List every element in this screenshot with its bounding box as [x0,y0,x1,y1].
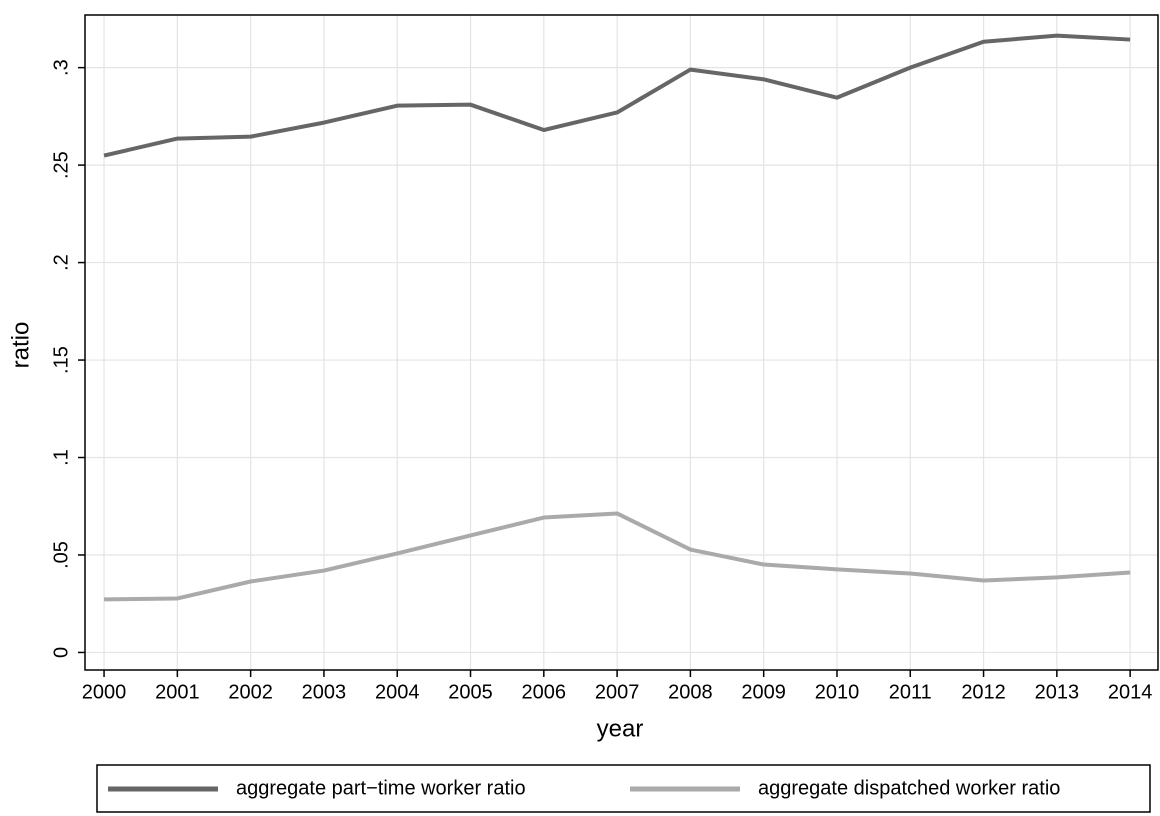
x-tick-label: 2006 [522,681,567,703]
y-tick-label: .25 [50,151,72,179]
x-tick-label: 2003 [302,681,347,703]
x-tick-label: 2008 [668,681,713,703]
legend-box [96,764,1151,813]
x-tick-label: 2001 [155,681,200,703]
x-tick-label: 2004 [375,681,420,703]
x-axis-title: year [597,715,644,742]
data-line [104,511,1131,602]
x-tick-label: 2012 [961,681,1006,703]
legend-label: aggregate part−time worker ratio [236,777,526,799]
plot-frame [84,14,1159,671]
y-axis-title: ratio [7,322,34,369]
y-tick-label: 0 [50,647,72,658]
x-tick-label: 2000 [82,681,127,703]
y-tick-label: .1 [50,449,72,466]
x-tick-label: 2010 [815,681,860,703]
x-tick-label: 2005 [448,681,493,703]
y-tick-label: .2 [50,254,72,271]
y-tick-label: .3 [50,59,72,76]
x-tick-label: 2009 [741,681,786,703]
x-tick-label: 2013 [1035,681,1080,703]
x-tick-label: 2014 [1108,681,1153,703]
data-line [103,33,1131,158]
y-tick-label: .15 [50,346,72,374]
x-tick-label: 2007 [595,681,640,703]
y-tick-label: .05 [50,541,72,569]
legend-label: aggregate dispatched worker ratio [758,777,1060,799]
x-tick-label: 2011 [889,681,932,703]
x-tick-label: 2002 [228,681,273,703]
